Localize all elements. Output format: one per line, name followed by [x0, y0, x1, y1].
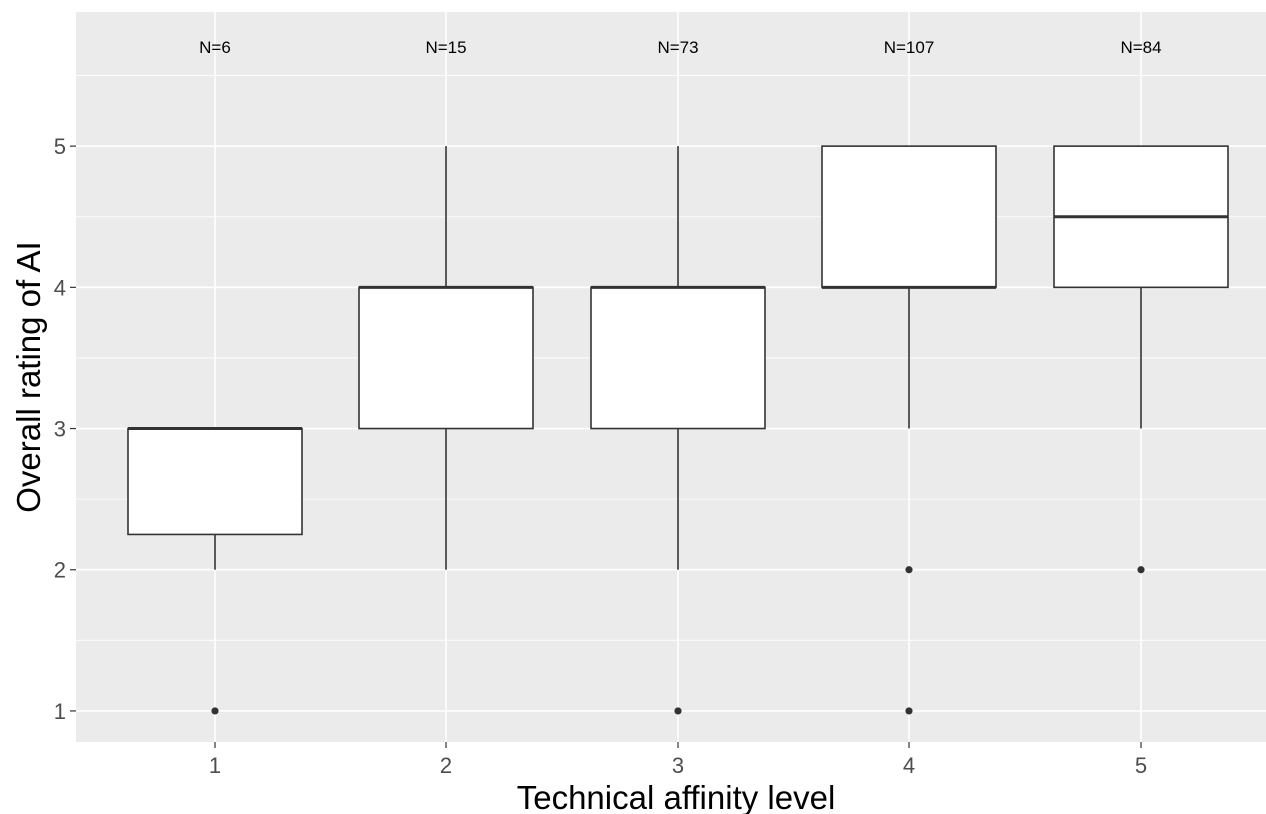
- box-iqr: [358, 286, 534, 430]
- y-tick-label: 4: [54, 275, 66, 300]
- box-5: [1053, 145, 1229, 574]
- outlier-point: [1137, 566, 1145, 574]
- outlier-point: [905, 566, 913, 574]
- y-tick-label: 5: [54, 134, 66, 159]
- y-tick-label: 1: [54, 699, 66, 724]
- y-axis: 1 2 3 4 5: [54, 134, 76, 724]
- x-axis-title: Technical affinity level: [517, 779, 836, 814]
- box-1: [127, 427, 303, 715]
- box-4: [821, 145, 997, 715]
- x-tick-label: 3: [672, 753, 684, 778]
- x-axis: 1 2 3 4 5: [209, 742, 1147, 778]
- box-2: [358, 146, 534, 570]
- outlier-point: [674, 707, 682, 715]
- box-3: [590, 146, 766, 715]
- x-tick-label: 5: [1135, 753, 1147, 778]
- n-label: N=73: [657, 38, 698, 57]
- box-series: [127, 145, 1229, 715]
- sample-size-labels: N=6 N=15 N=73 N=107 N=84: [199, 38, 1161, 57]
- y-tick-label: 3: [54, 417, 66, 442]
- n-label: N=84: [1120, 38, 1161, 57]
- x-tick-label: 1: [209, 753, 221, 778]
- box-iqr: [127, 427, 303, 536]
- box-iqr: [821, 145, 997, 289]
- n-label: N=107: [884, 38, 935, 57]
- x-tick-label: 2: [440, 753, 452, 778]
- outlier-point: [905, 707, 913, 715]
- outlier-point: [211, 707, 219, 715]
- n-label: N=6: [199, 38, 231, 57]
- y-axis-title: Overall rating of AI: [10, 241, 47, 512]
- n-label: N=15: [425, 38, 466, 57]
- y-tick-label: 2: [54, 558, 66, 583]
- x-tick-label: 4: [903, 753, 915, 778]
- box-iqr: [590, 286, 766, 430]
